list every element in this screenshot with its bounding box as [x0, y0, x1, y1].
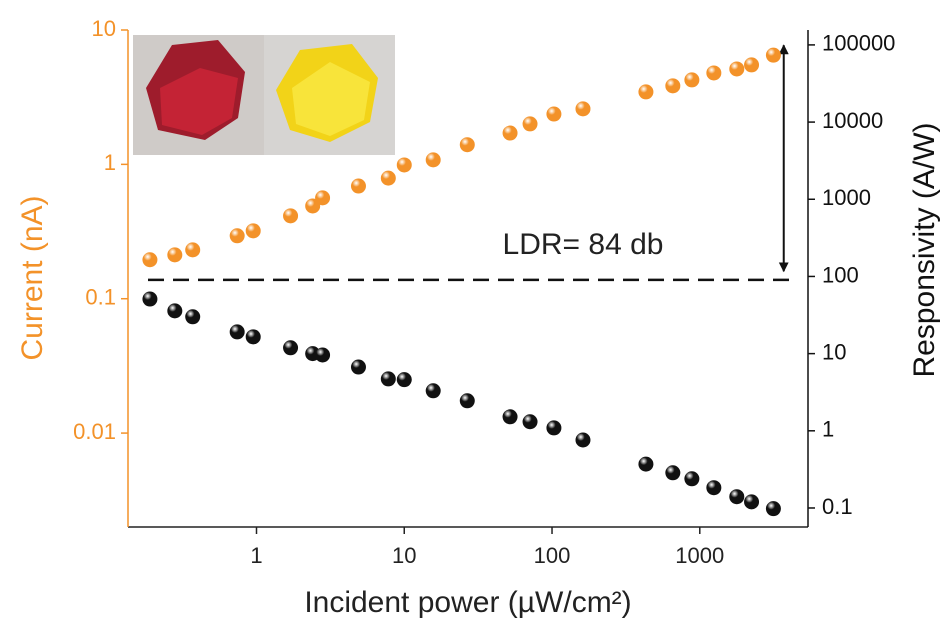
- data-point: [729, 61, 744, 76]
- data-point: [546, 107, 561, 122]
- data-point: [426, 383, 441, 398]
- data-point: [706, 65, 721, 80]
- data-point: [185, 309, 200, 324]
- data-point: [638, 457, 653, 472]
- data-point: [381, 371, 396, 386]
- chart: Incident power (µW/cm²) Current (nA) Res…: [0, 0, 952, 626]
- data-point: [142, 292, 157, 307]
- data-point: [230, 324, 245, 339]
- y-tick-label: 1: [104, 150, 116, 175]
- data-point: [283, 208, 298, 223]
- data-point: [665, 78, 680, 93]
- data-point: [315, 347, 330, 362]
- x-tick-label: 100: [534, 543, 571, 568]
- y-tick-label: 10: [92, 16, 116, 41]
- data-point: [575, 101, 590, 116]
- data-point: [766, 48, 781, 63]
- data-point: [575, 433, 590, 448]
- data-point: [142, 252, 157, 267]
- y2-tick-label: 1000: [822, 185, 871, 210]
- annotation: LDR= 84 db: [503, 228, 664, 261]
- data-point: [638, 84, 653, 99]
- data-point: [503, 409, 518, 424]
- data-point: [351, 179, 366, 194]
- data-point: [381, 171, 396, 186]
- data-point: [523, 414, 538, 429]
- data-point: [246, 223, 261, 238]
- data-point: [283, 340, 298, 355]
- y2-axis-title: Responsivity (A/W): [908, 122, 941, 377]
- data-point: [230, 228, 245, 243]
- inset-photo: [133, 35, 395, 155]
- y-axis-title: Current (nA): [16, 195, 49, 360]
- data-point: [546, 420, 561, 435]
- data-point: [351, 360, 366, 375]
- y-tick-label: 0.01: [73, 419, 116, 444]
- data-point: [684, 72, 699, 87]
- data-point: [397, 372, 412, 387]
- data-point: [246, 329, 261, 344]
- y2-tick-label: 10000: [822, 108, 883, 133]
- data-point: [426, 152, 441, 167]
- y2-tick-label: 100: [822, 262, 859, 287]
- x-axis-title: Incident power (µW/cm²): [304, 586, 631, 619]
- data-point: [523, 116, 538, 131]
- data-point: [766, 501, 781, 516]
- data-point: [397, 157, 412, 172]
- x-tick-label: 1000: [675, 543, 724, 568]
- x-tick-label: 10: [392, 543, 416, 568]
- data-point: [684, 471, 699, 486]
- data-point: [167, 303, 182, 318]
- data-point: [503, 126, 518, 141]
- y2-tick-label: 1: [822, 417, 834, 442]
- y2-tick-label: 10: [822, 339, 846, 364]
- data-point: [706, 480, 721, 495]
- data-point: [460, 393, 475, 408]
- data-point: [167, 247, 182, 262]
- data-point: [665, 465, 680, 480]
- y2-tick-label: 0.1: [822, 494, 853, 519]
- data-point: [744, 494, 759, 509]
- data-point: [315, 190, 330, 205]
- data-point: [744, 57, 759, 72]
- y-tick-label: 0.1: [85, 285, 116, 310]
- y2-tick-label: 100000: [822, 31, 895, 56]
- data-point: [729, 489, 744, 504]
- data-point: [460, 137, 475, 152]
- x-tick-label: 1: [250, 543, 262, 568]
- data-point: [185, 242, 200, 257]
